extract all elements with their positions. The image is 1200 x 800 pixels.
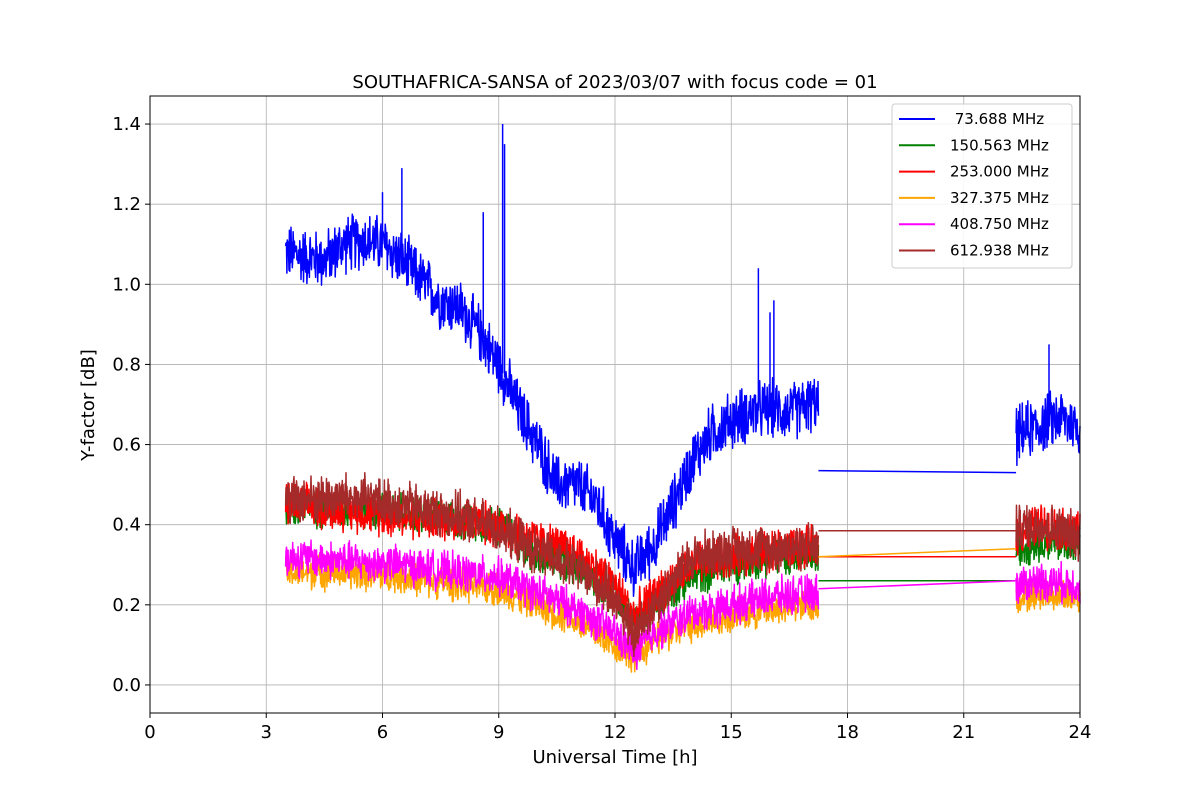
y-tick-label: 1.2: [112, 194, 141, 215]
series-line: [1015, 560, 1081, 605]
x-tick-label: 21: [952, 722, 975, 743]
legend-label: 73.688 MHz: [950, 110, 1044, 128]
x-tick-label: 0: [144, 722, 155, 743]
y-axis-label: Y-factor [dB]: [78, 349, 99, 462]
x-axis: 0 3 6 9 12 15 18 21 24: [144, 713, 1091, 743]
legend-label: 327.375 MHz: [950, 189, 1049, 207]
gap-connector-line: [818, 580, 1017, 590]
gap-connector-line: [818, 547, 1017, 558]
legend-label: 253.000 MHz: [950, 163, 1049, 181]
series-line: [284, 539, 820, 671]
x-tick-label: 3: [261, 722, 272, 743]
series-line: [1015, 504, 1081, 562]
x-axis-label: Universal Time [h]: [532, 747, 697, 768]
gap-connector-line: [818, 469, 1017, 474]
x-tick-label: 6: [377, 722, 388, 743]
x-tick-label: 9: [493, 722, 504, 743]
y-axis: 0.0 0.2 0.4 0.6 0.8 1.0 1.2 1.4: [112, 114, 150, 696]
series-0: [284, 124, 1081, 598]
series-5: [284, 472, 1081, 658]
series-layer: [284, 124, 1081, 673]
y-tick-label: 0.8: [112, 354, 141, 375]
legend: 73.688 MHz 150.563 MHz 253.000 MHz 327.375 …: [891, 103, 1073, 269]
y-tick-label: 0.2: [112, 595, 141, 616]
y-tick-label: 0.0: [112, 675, 141, 696]
x-tick-label: 15: [720, 722, 743, 743]
y-tick-label: 0.6: [112, 435, 141, 456]
legend-box: [891, 103, 1073, 269]
series-line: [1015, 390, 1081, 467]
chart-title: SOUTHAFRICA-SANSA of 2023/03/07 with foc…: [352, 72, 877, 93]
legend-label: 408.750 MHz: [950, 215, 1049, 233]
y-tick-label: 0.4: [112, 515, 141, 536]
series-4: [284, 539, 1081, 671]
series-line: [284, 213, 820, 598]
y-tick-label: 1.4: [112, 114, 141, 135]
x-tick-label: 24: [1069, 722, 1092, 743]
series-line: [284, 472, 820, 658]
x-tick-label: 12: [604, 722, 627, 743]
x-tick-label: 18: [836, 722, 859, 743]
legend-label: 612.938 MHz: [950, 242, 1049, 260]
y-tick-label: 1.0: [112, 274, 141, 295]
legend-label: 150.563 MHz: [950, 136, 1049, 154]
